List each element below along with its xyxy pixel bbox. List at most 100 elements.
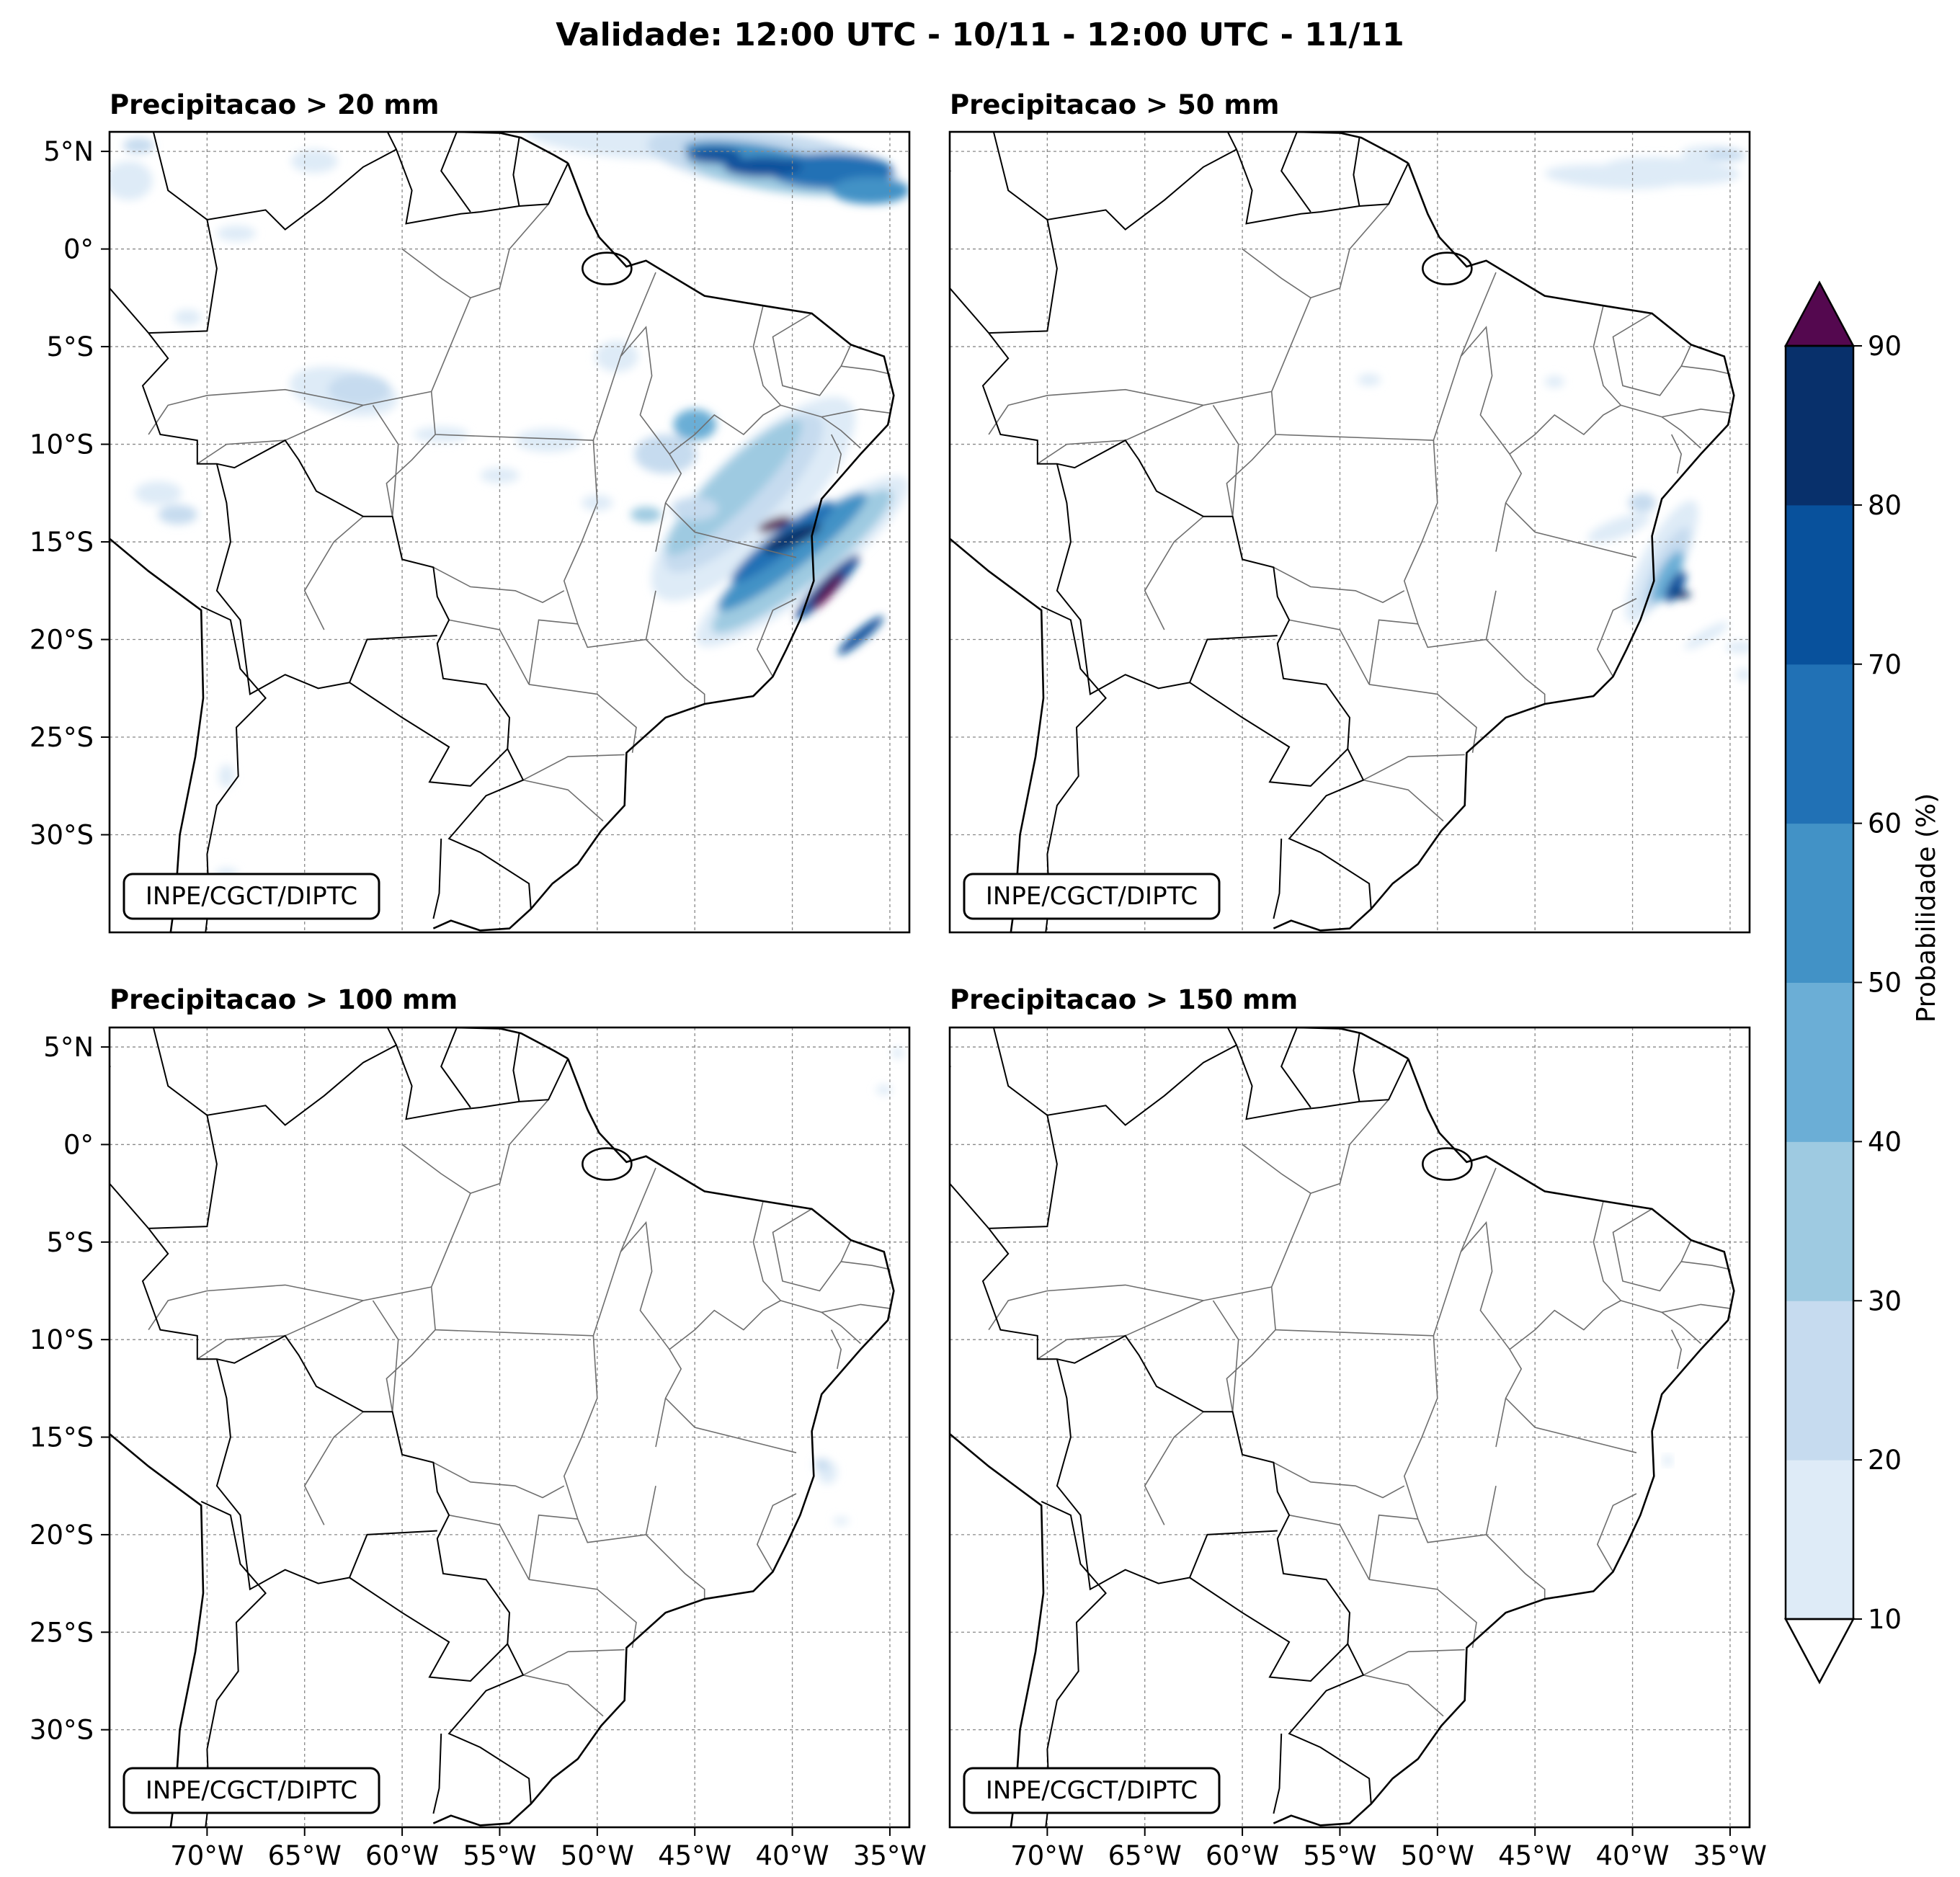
probability-contour (290, 149, 338, 173)
map-panel-50mm (948, 130, 1751, 934)
probability-contour (1665, 571, 1686, 603)
probability-contour (174, 309, 202, 326)
colorbar-label: Probabilidade (%) (1912, 793, 1941, 1023)
colorbar-segment (1786, 504, 1853, 665)
longitude-tick-label: 60°W (1206, 1840, 1279, 1871)
probability-contour (831, 177, 909, 205)
probability-contour (814, 1458, 829, 1471)
latitude-tick-label: 25°S (30, 722, 94, 753)
colorbar-tick-label: 50 (1868, 968, 1902, 999)
watermark-box-50mm: INPE/CGCT/DIPTC (963, 873, 1221, 920)
probability-contour (1629, 493, 1657, 513)
watermark-box-150mm: INPE/CGCT/DIPTC (963, 1767, 1221, 1814)
colorbar-segment (1786, 1301, 1853, 1461)
probability-contour (718, 492, 868, 611)
map-frame (108, 130, 911, 934)
probability-contour (1544, 375, 1564, 388)
probability-contour (891, 1047, 904, 1059)
panel-title-50mm: Precipitacao > 50 mm (950, 89, 1279, 120)
watermark-box-20mm: INPE/CGCT/DIPTC (122, 873, 380, 920)
longitude-tick-label: 70°W (1010, 1840, 1084, 1871)
map-panel-150mm (948, 1026, 1751, 1829)
colorbar-tick-label: 70 (1868, 649, 1902, 680)
latitude-tick-label: 10°S (30, 429, 94, 460)
probability-contour (1651, 550, 1684, 604)
probability-contour (135, 481, 182, 505)
probability-contour (1736, 669, 1750, 681)
latitude-tick-label: 15°S (30, 527, 94, 558)
map-frame (948, 130, 1751, 934)
longitude-tick-label: 35°W (853, 1840, 927, 1871)
watermark-text: INPE/CGCT/DIPTC (146, 1776, 357, 1805)
latitude-tick-label: 15°S (30, 1422, 94, 1453)
marajo-island (582, 1147, 633, 1181)
probability-field (110, 132, 909, 880)
watermark-text: INPE/CGCT/DIPTC (986, 882, 1198, 911)
probability-contour (876, 1084, 892, 1095)
coastline (950, 132, 1735, 932)
colorbar-segment (1786, 664, 1853, 824)
longitude-tick-label: 40°W (755, 1840, 829, 1871)
probability-contour (110, 161, 153, 200)
coastline (110, 132, 895, 932)
longitude-tick-label: 45°W (658, 1840, 731, 1871)
colorbar-over-triangle (1783, 280, 1856, 347)
latitude-labels-bottom: 5°N 0° 5°S 10°S 15°S 20°S 25°S 30°S (30, 1032, 110, 1746)
longitude-tick-label: 55°W (1303, 1840, 1376, 1871)
probability-contour (811, 572, 844, 610)
probability-contour (833, 1517, 849, 1525)
state-boundaries (148, 1099, 891, 1717)
longitude-tick-label: 35°W (1693, 1840, 1767, 1871)
latitude-tick-label: 30°S (30, 820, 94, 851)
latitude-tick-label: 20°S (30, 625, 94, 656)
marajo-island (582, 251, 633, 285)
watermark-text: INPE/CGCT/DIPTC (986, 1776, 1198, 1805)
probability-contour (1357, 374, 1381, 386)
latitude-tick-label: 5°N (43, 136, 94, 167)
panel-title-100mm: Precipitacao > 100 mm (110, 984, 458, 1015)
probability-contour (1603, 156, 1740, 185)
latitude-tick-label: 20°S (30, 1520, 94, 1551)
map-panel-20mm (108, 130, 911, 934)
state-boundaries (988, 1099, 1731, 1717)
latitude-tick-label: 30°S (30, 1715, 94, 1746)
probability-contour (837, 616, 883, 655)
colorbar-segment (1786, 823, 1853, 983)
colorbar-tick-label: 80 (1868, 490, 1902, 521)
probability-contour (1726, 641, 1750, 654)
probability-contour (515, 428, 582, 452)
latitude-tick-label: 0° (63, 234, 94, 265)
probability-contour (1587, 513, 1651, 543)
probability-field (1662, 1454, 1673, 1467)
probability-contour (1662, 1454, 1673, 1467)
longitude-tick-label: 65°W (268, 1840, 342, 1871)
map-frame (108, 1026, 911, 1829)
latitude-tick-label: 10°S (30, 1324, 94, 1355)
latitude-labels-top: 5°N 0° 5°S 10°S 15°S 20°S 25°S 30°S (30, 136, 110, 851)
colorbar-under-triangle (1783, 1618, 1856, 1685)
panel-title-150mm: Precipitacao > 150 mm (950, 984, 1298, 1015)
state-boundaries (148, 203, 891, 822)
latitude-tick-label: 25°S (30, 1617, 94, 1648)
probability-contour (1671, 590, 1691, 599)
longitude-tick-label: 45°W (1498, 1840, 1572, 1871)
longitude-tick-label: 40°W (1595, 1840, 1669, 1871)
probability-contour (758, 516, 792, 532)
probability-contour (665, 419, 802, 556)
colorbar: 10 20 30 40 50 60 70 80 90 (1783, 280, 1902, 1685)
longitude-labels-right: 70°W 65°W 60°W 55°W 50°W 45°W 40°W 35°W (1010, 1827, 1767, 1871)
colorbar-segment (1786, 346, 1853, 506)
probability-contour (673, 409, 716, 441)
watermark-box-100mm: INPE/CGCT/DIPTC (122, 1767, 380, 1814)
map-frame (948, 1026, 1751, 1829)
latitude-tick-label: 5°S (46, 331, 94, 362)
latitude-tick-label: 5°S (46, 1227, 94, 1258)
longitude-tick-label: 50°W (1401, 1840, 1474, 1871)
probability-contour (218, 764, 235, 788)
marajo-island (1422, 1147, 1473, 1181)
probability-contour (122, 138, 155, 153)
coastline (110, 1027, 895, 1827)
colorbar-tick-label: 20 (1868, 1445, 1902, 1476)
watermark-text: INPE/CGCT/DIPTC (146, 882, 357, 911)
